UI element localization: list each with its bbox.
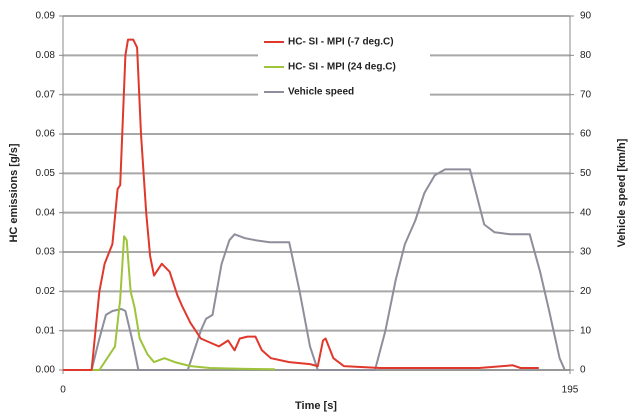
- y2-tick-label: 60: [580, 129, 592, 140]
- y-tick-label: 0.06: [36, 129, 56, 140]
- y-tick-label: 0.04: [36, 207, 56, 218]
- legend-label: Vehicle speed: [288, 87, 354, 98]
- x-tick-label: 0: [60, 385, 66, 396]
- y2-tick-label: 0: [580, 365, 586, 376]
- y-tick-label: 0.07: [36, 89, 56, 100]
- legend-label: HC- SI - MPI (24 deg.C): [288, 62, 396, 73]
- y2-tick-label: 40: [580, 207, 592, 218]
- y-tick-label: 0.01: [36, 325, 56, 336]
- y-tick-label: 0.02: [36, 286, 56, 297]
- series-line: [63, 38, 539, 371]
- y2-tick-label: 10: [580, 325, 592, 336]
- y-tick-label: 0.03: [36, 247, 56, 258]
- y2-tick-label: 70: [580, 89, 592, 100]
- y-tick-label: 0.05: [36, 168, 56, 179]
- y-axis-label: HC emissions [g/s]: [8, 143, 20, 242]
- y-tick-label: 0.09: [36, 11, 56, 22]
- legend-background: [258, 30, 430, 108]
- y2-tick-label: 20: [580, 286, 592, 297]
- series-line: [63, 168, 566, 371]
- series-line: [63, 235, 275, 371]
- y-tick-label: 0.00: [36, 365, 56, 376]
- x-tick-label: 195: [562, 385, 579, 396]
- y-tick-label: 0.08: [36, 50, 56, 61]
- y2-tick-label: 50: [580, 168, 592, 179]
- y2-tick-label: 80: [580, 50, 592, 61]
- legend-label: HC- SI - MPI (-7 deg.C): [288, 37, 394, 48]
- y2-tick-label: 30: [580, 247, 592, 258]
- x-axis-label: Time [s]: [295, 400, 337, 412]
- legend: HC- SI - MPI (-7 deg.C) HC- SI - MPI (24 …: [258, 30, 430, 108]
- y2-tick-label: 90: [580, 11, 592, 22]
- y2-axis-label: Vehicle speed [km/h]: [616, 138, 628, 247]
